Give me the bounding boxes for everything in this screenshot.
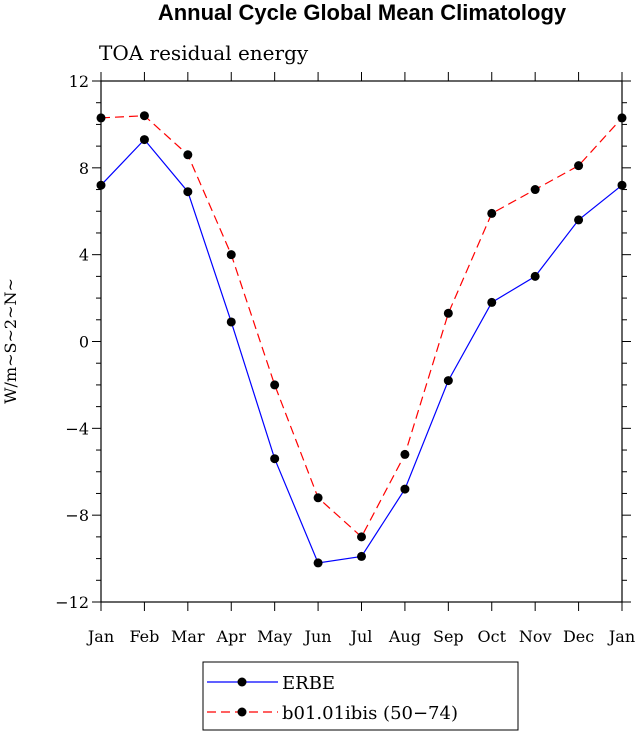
data-point-series-1	[139, 111, 149, 121]
y-axis-label: W/m~S~2~N~	[1, 278, 20, 404]
data-point-series-1	[357, 532, 366, 542]
series-line-1	[100, 115, 623, 538]
data-point-series-0	[443, 376, 453, 386]
legend-label-b01: b01.01ibis (50−74)	[282, 703, 458, 724]
data-point-series-0	[400, 484, 410, 494]
legend-label-erbe: ERBE	[282, 673, 335, 694]
x-tick-label: Jun	[303, 627, 332, 646]
data-point-series-0	[487, 297, 497, 307]
x-tick-label: Jan	[86, 627, 114, 646]
x-tick-label: Aug	[388, 627, 421, 646]
data-point-series-1	[270, 380, 280, 390]
data-point-series-0	[183, 187, 193, 197]
data-point-series-1	[443, 308, 453, 318]
legend: ERBE b01.01ibis (50−74)	[202, 661, 519, 731]
x-tick-label: Jan	[607, 627, 635, 646]
y-tick-label: −8	[65, 506, 89, 525]
x-tick-label: May	[257, 627, 292, 646]
y-tick-label: −12	[55, 593, 89, 612]
data-point-series-0	[96, 180, 106, 190]
data-point-series-0	[139, 135, 149, 145]
data-point-series-1	[400, 449, 410, 459]
data-point-series-1	[487, 208, 497, 218]
data-point-series-1	[574, 161, 584, 171]
y-tick-label: 12	[69, 72, 89, 91]
y-tick-label: 0	[79, 333, 89, 352]
x-tick-label: Mar	[171, 627, 205, 646]
data-point-series-0	[313, 558, 323, 568]
x-tick-label: Dec	[563, 627, 594, 646]
legend-marker-b01	[237, 707, 247, 717]
x-tick-label: Nov	[519, 627, 552, 646]
legend-box	[202, 661, 519, 731]
data-point-series-1	[226, 250, 236, 260]
x-tick-label: Feb	[129, 627, 159, 646]
data-point-series-1	[530, 185, 540, 195]
chart-subtitle: TOA residual energy	[99, 41, 309, 65]
data-point-series-0	[270, 454, 280, 464]
chart-title: Annual Cycle Global Mean Climatology	[158, 0, 567, 25]
x-tick-label: Apr	[216, 627, 247, 646]
data-point-series-0	[574, 215, 584, 225]
data-point-series-0	[226, 317, 236, 327]
x-tick-label: Oct	[477, 627, 506, 646]
data-point-series-0	[530, 271, 540, 281]
data-point-series-1	[96, 113, 106, 123]
data-point-series-0	[357, 551, 366, 561]
x-tick-label: Jul	[349, 627, 373, 646]
x-tick-label: Sep	[433, 627, 464, 646]
y-tick-label: 8	[79, 159, 89, 178]
y-tick-label: 4	[79, 246, 89, 265]
y-tick-label: −4	[65, 419, 89, 438]
data-point-series-0	[617, 180, 627, 190]
plot-frame	[100, 80, 623, 603]
data-point-series-1	[313, 493, 323, 503]
data-point-series-1	[617, 113, 627, 123]
series-line-0	[100, 138, 623, 564]
data-point-series-1	[183, 150, 193, 160]
legend-marker-erbe	[237, 677, 247, 687]
